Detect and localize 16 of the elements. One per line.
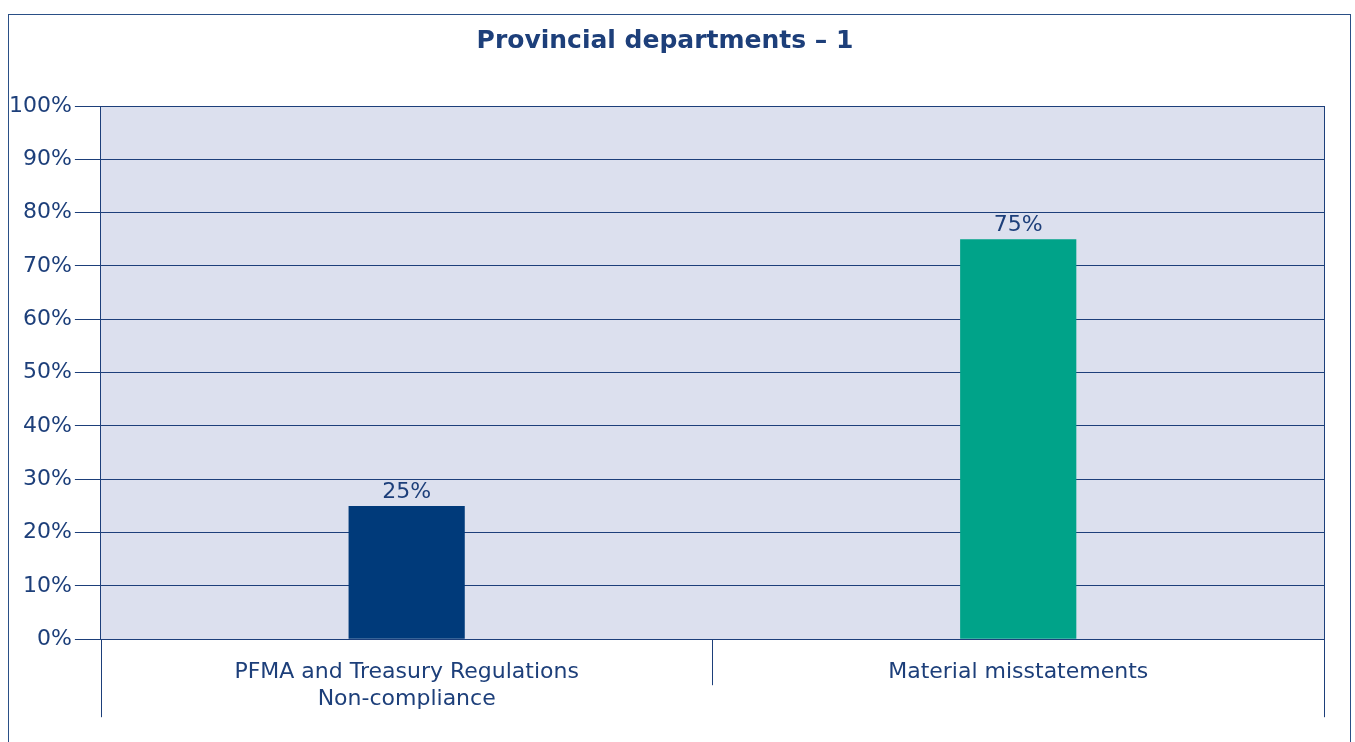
y-tick-label: 0% [36,624,72,650]
x-tick-label: PFMA and Treasury Regulations Non-compliance [234,658,579,710]
y-tick-label: 30% [22,464,72,490]
y-tick-label: 10% [22,571,72,597]
y-tick-label: 40% [22,411,72,437]
data-label: 75% [993,211,1043,237]
x-tick-label: Material misstatements [888,658,1149,684]
y-tick-label: 80% [22,198,72,224]
data-label: 25% [382,477,432,503]
y-tick-label: 100% [8,91,72,117]
y-tick-label: 60% [22,305,72,330]
chart-title: Provincial departments – 1 [476,24,854,54]
y-tick-label: 20% [22,518,72,544]
y-tick-label: 70% [22,251,72,277]
y-tick-label: 50% [22,358,72,384]
y-tick-label: 90% [22,145,72,171]
